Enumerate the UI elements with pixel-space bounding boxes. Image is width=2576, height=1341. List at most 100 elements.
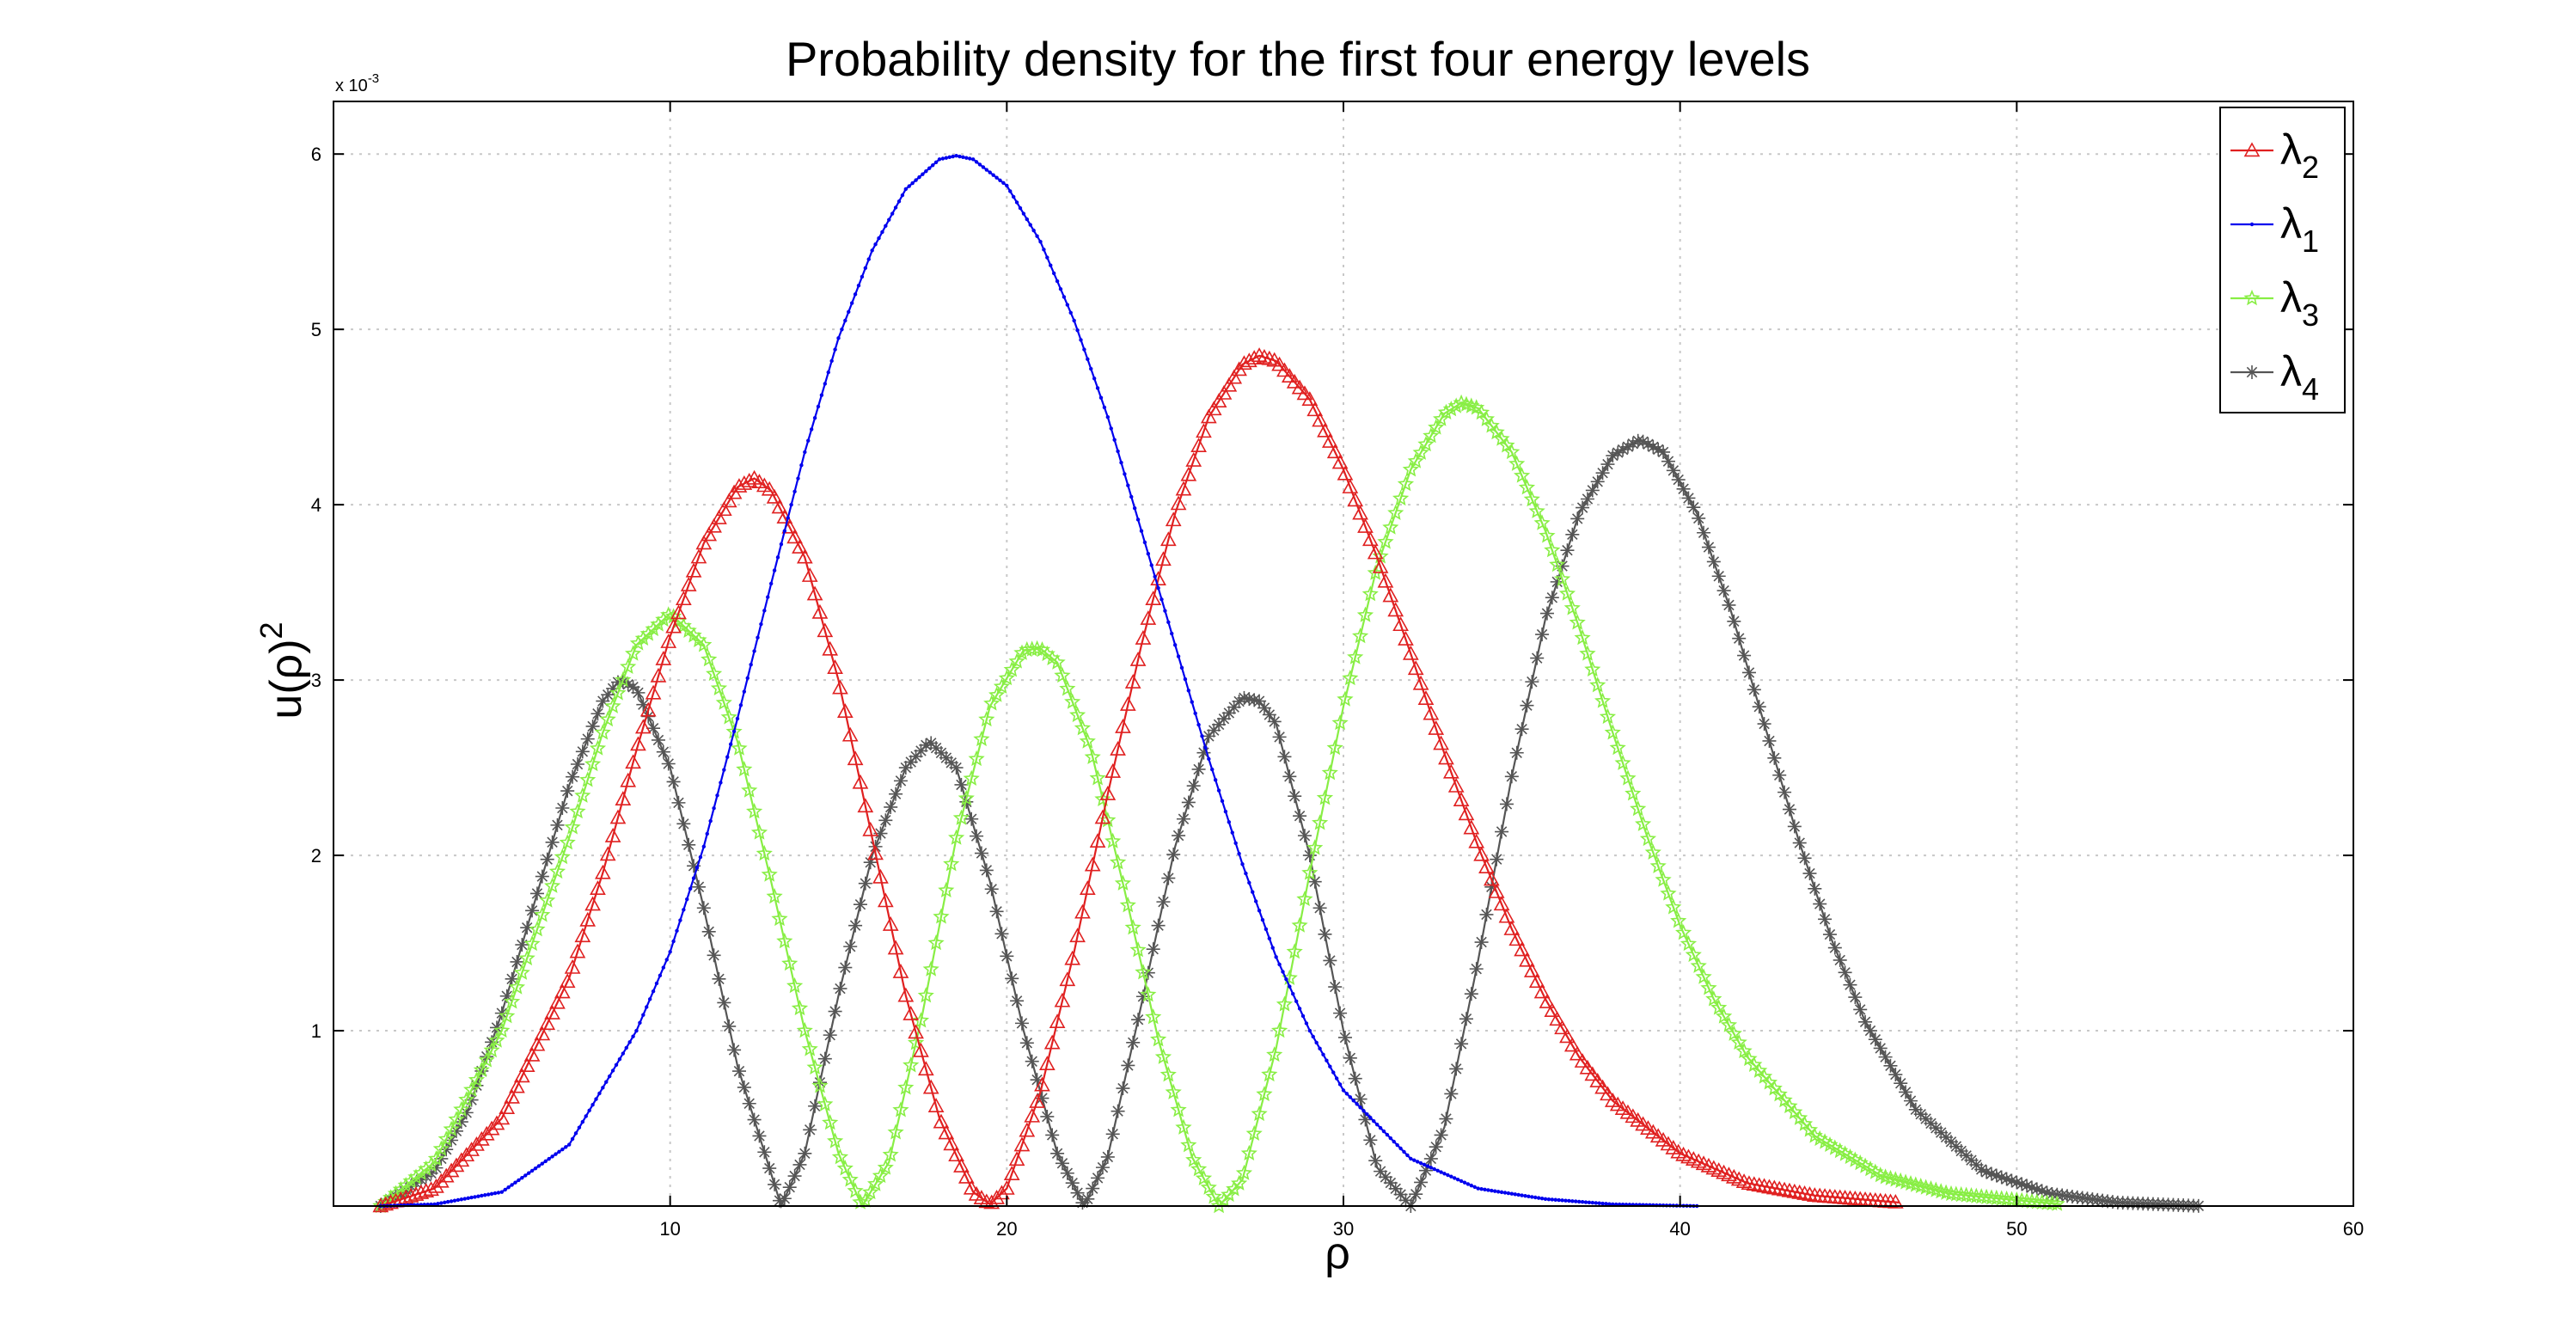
marker-star: [615, 670, 632, 688]
marker-dot: [1102, 405, 1107, 410]
marker-star: [822, 1113, 839, 1130]
marker-asterisk: [1198, 747, 1209, 758]
marker-dot: [584, 1114, 588, 1118]
marker-triangle: [1200, 408, 1217, 424]
marker-star: [473, 1061, 490, 1078]
marker-triangle: [943, 1136, 960, 1151]
marker-asterisk: [688, 860, 700, 872]
marker-dot: [728, 742, 733, 746]
marker-star: [1625, 785, 1642, 801]
marker-asterisk: [1147, 943, 1159, 955]
marker-star: [1735, 1042, 1753, 1059]
marker-dot: [1304, 1021, 1309, 1026]
marker-star: [2023, 1192, 2041, 1209]
marker-star: [1154, 1048, 1172, 1064]
marker-triangle: [493, 1110, 511, 1125]
marker-asterisk: [1016, 1018, 1028, 1029]
marker-asterisk: [784, 1181, 795, 1193]
marker-star: [397, 1176, 414, 1193]
marker-star: [786, 977, 804, 994]
marker-asterisk: [1183, 797, 1195, 808]
marker-triangle: [1084, 856, 1101, 872]
marker-dot: [439, 1201, 444, 1205]
marker-dot: [540, 1161, 545, 1166]
marker-asterisk: [698, 903, 710, 914]
marker-dot: [880, 230, 884, 235]
marker-asterisk: [693, 881, 705, 893]
marker-triangle: [559, 973, 576, 989]
marker-dot: [1341, 1088, 1346, 1093]
marker-star: [504, 993, 521, 1009]
marker-dot: [856, 283, 861, 288]
marker-dot: [836, 336, 841, 340]
marker-triangle: [675, 591, 692, 606]
marker-triangle: [1423, 705, 1440, 720]
marker-asterisk: [819, 1053, 831, 1064]
marker-star: [867, 1175, 884, 1191]
marker-asterisk: [607, 683, 619, 695]
marker-asterisk: [1410, 1189, 1422, 1200]
marker-dot: [1062, 295, 1067, 299]
marker-asterisk: [1778, 787, 1790, 798]
marker-asterisk: [1056, 1158, 1068, 1169]
marker-asterisk: [552, 819, 563, 831]
marker-triangle: [1205, 401, 1222, 416]
marker-star: [513, 964, 530, 980]
marker-star: [1649, 857, 1667, 873]
marker-asterisk: [536, 871, 548, 882]
marker-triangle: [908, 1024, 924, 1039]
marker-asterisk: [1163, 873, 1174, 884]
marker-dot: [1288, 984, 1292, 989]
marker-triangle: [1428, 720, 1445, 735]
marker-dot: [1358, 1105, 1362, 1110]
marker-asterisk: [996, 928, 1007, 940]
marker-star: [1569, 614, 1586, 630]
marker-star: [1948, 1185, 1965, 1202]
marker-triangle: [1367, 544, 1384, 560]
marker-asterisk: [1733, 633, 1745, 644]
marker-star: [1967, 1187, 1985, 1203]
legend-symbol: λ: [2280, 126, 2302, 174]
marker-star: [1205, 1188, 1222, 1204]
marker-dot: [843, 318, 847, 323]
marker-dot: [554, 1152, 558, 1156]
marker-dot: [921, 172, 925, 176]
marker-asterisk: [1369, 1154, 1381, 1166]
marker-dot: [573, 1131, 578, 1136]
marker-triangle: [1549, 1011, 1566, 1026]
marker-triangle: [428, 1178, 444, 1193]
marker-asterisk: [577, 746, 589, 757]
marker-triangle: [948, 1147, 964, 1162]
marker-star: [1453, 394, 1470, 411]
marker-dot: [1442, 1172, 1447, 1176]
marker-dot: [1213, 778, 1218, 782]
marker-dot: [1348, 1095, 1353, 1099]
marker-triangle: [584, 896, 601, 911]
marker-star: [1180, 1136, 1197, 1153]
marker-triangle: [1215, 384, 1233, 400]
marker-triangle: [1776, 1181, 1793, 1197]
marker-triangle: [650, 667, 667, 683]
marker-star: [1912, 1178, 1930, 1194]
x-axis-label: ρ: [1325, 1228, 1350, 1278]
marker-triangle: [1771, 1180, 1788, 1196]
marker-dot: [1025, 217, 1030, 222]
marker-triangle: [402, 1187, 419, 1203]
marker-asterisk: [1496, 826, 1508, 837]
marker-star: [483, 1041, 500, 1058]
marker-dot: [1597, 1201, 1601, 1205]
marker-asterisk: [1046, 1130, 1058, 1141]
marker-triangle: [1473, 846, 1490, 861]
marker-triangle: [564, 958, 581, 974]
marker-triangle: [1196, 423, 1212, 438]
marker-asterisk: [1031, 1074, 1043, 1086]
marker-dot: [1244, 871, 1248, 876]
marker-triangle: [817, 622, 834, 638]
marker-star: [1271, 1021, 1288, 1038]
marker-dot: [1513, 1192, 1517, 1197]
marker-star: [973, 730, 990, 747]
marker-asterisk: [743, 1098, 755, 1109]
marker-dot: [1139, 529, 1144, 533]
marker-dot: [742, 689, 747, 694]
